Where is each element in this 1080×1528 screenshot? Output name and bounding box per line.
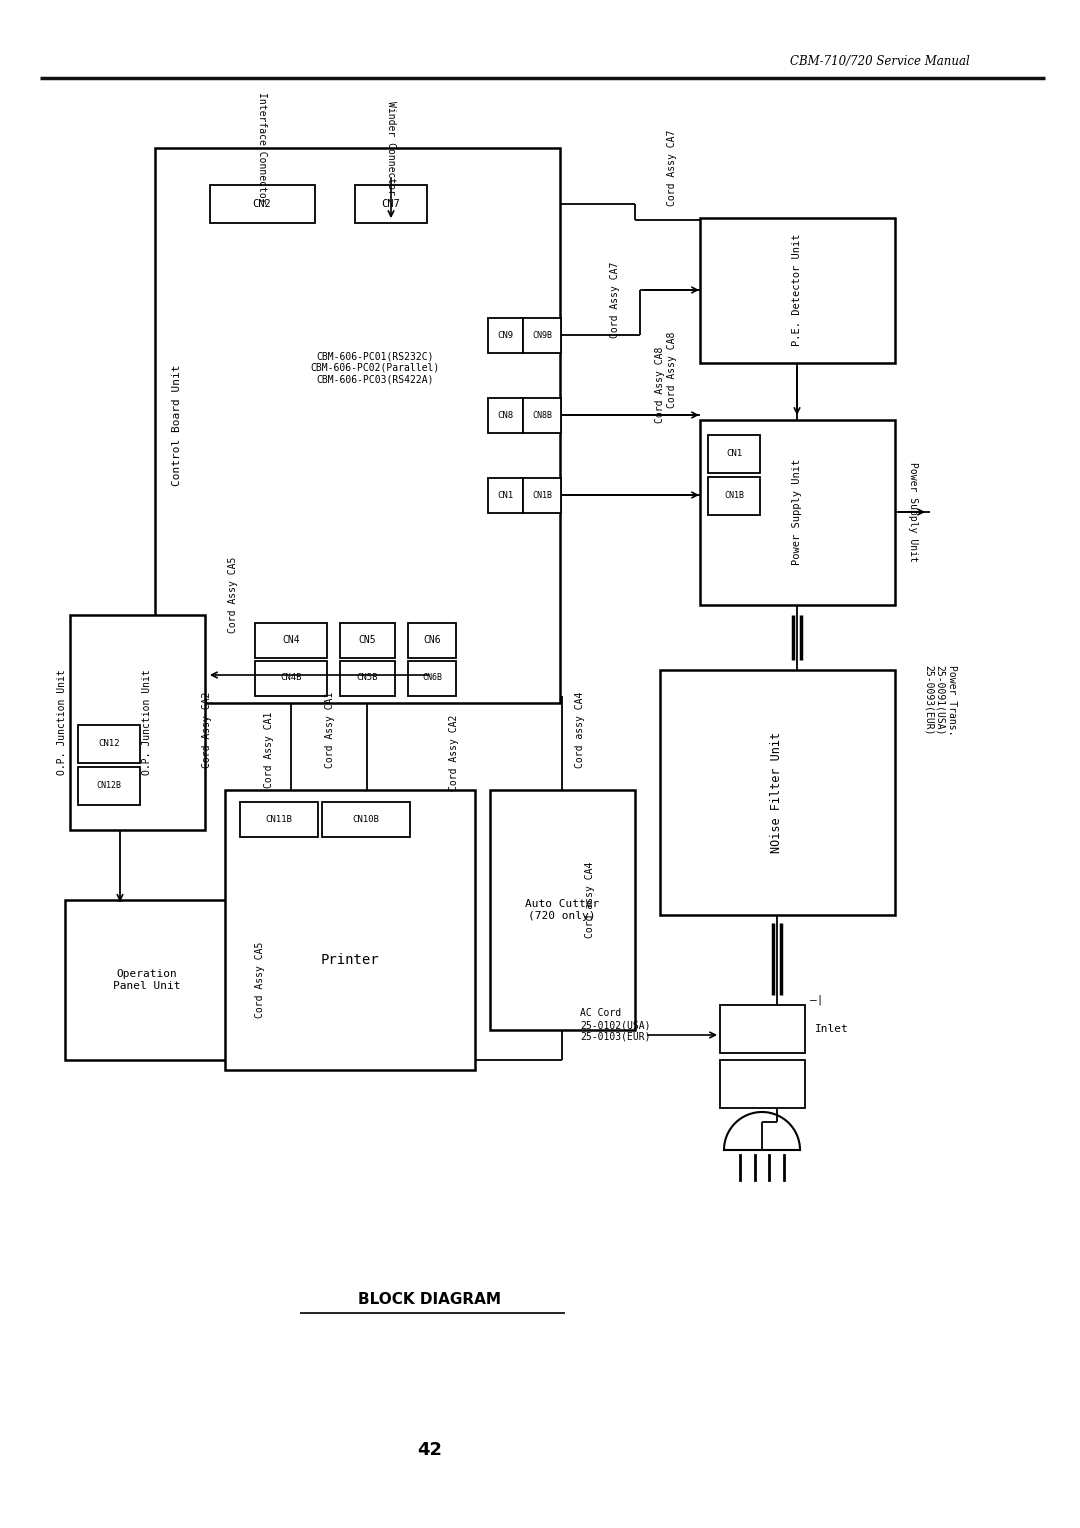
Text: 42: 42 [418,1441,443,1459]
Text: Cord Assy CA5: Cord Assy CA5 [228,556,238,633]
Text: AC Cord
25-0102(USA)
25-0103(EUR): AC Cord 25-0102(USA) 25-0103(EUR) [580,1008,650,1042]
Text: CN11B: CN11B [266,814,293,824]
Bar [523,478,561,513]
Text: Power Supply Unit: Power Supply Unit [792,458,802,565]
Text: Cord Assy CA8: Cord Assy CA8 [654,347,665,423]
Bar [225,790,475,1070]
Text: CN5: CN5 [359,636,376,645]
Text: Cord Assy CA5: Cord Assy CA5 [255,941,265,1018]
Bar [156,148,561,703]
Bar [523,318,561,353]
Text: CBM-710/720 Service Manual: CBM-710/720 Service Manual [791,55,970,69]
Bar [78,767,140,805]
Bar [488,478,523,513]
Text: CBM-606-PC01(RS232C)
CBM-606-PC02(Parallel)
CBM-606-PC03(RS422A): CBM-606-PC01(RS232C) CBM-606-PC02(Parall… [310,351,440,385]
Text: —|: —| [810,995,824,1005]
Bar [708,435,760,474]
Bar [488,397,523,432]
Text: CN5B: CN5B [356,674,378,683]
Text: Cord Assy CA7: Cord Assy CA7 [610,261,620,338]
Bar [210,185,315,223]
Bar [720,1005,805,1053]
Text: CN12B: CN12B [96,781,121,790]
Text: CN12: CN12 [98,740,120,749]
Text: Cord Assy CA8: Cord Assy CA8 [667,332,677,408]
Text: Power Supply Unit: Power Supply Unit [908,461,918,562]
Bar [490,790,635,1030]
Bar [700,219,895,364]
Text: Cord Assy CA7: Cord Assy CA7 [667,130,677,206]
Text: Operation
Panel Unit: Operation Panel Unit [113,969,180,990]
Bar [355,185,427,223]
Text: CN4: CN4 [282,636,300,645]
Bar [720,1060,805,1108]
Text: CN1B: CN1B [724,492,744,501]
Bar [322,802,410,837]
Text: NOise Filter Unit: NOise Filter Unit [770,732,783,853]
Text: Winder Connector: Winder Connector [386,101,396,196]
Text: CN4B: CN4B [280,674,301,683]
Bar [708,477,760,515]
Text: Auto Cutter
(720 only): Auto Cutter (720 only) [525,898,599,921]
Text: Cord Assy CA2: Cord Assy CA2 [202,692,212,769]
Text: BLOCK DIAGRAM: BLOCK DIAGRAM [359,1293,501,1308]
Text: Cord Assy CA2: Cord Assy CA2 [449,715,459,792]
Text: CN7: CN7 [381,199,401,209]
Text: O.P. Junction Unit: O.P. Junction Unit [57,669,67,775]
Text: Interface Connector: Interface Connector [257,92,267,203]
Text: O.P. Junction Unit: O.P. Junction Unit [141,669,152,775]
Text: Control Board Unit: Control Board Unit [172,364,183,486]
Bar [523,397,561,432]
Bar [660,669,895,915]
Bar [488,318,523,353]
Bar [240,802,318,837]
Text: Power Trans.
25-0091(USA)
25-0093(EUR): Power Trans. 25-0091(USA) 25-0093(EUR) [923,665,957,735]
Bar [255,623,327,659]
Text: CN2: CN2 [253,199,271,209]
Bar [408,662,456,695]
Text: CN1: CN1 [726,449,742,458]
Bar [340,623,395,659]
Text: CN1: CN1 [497,490,513,500]
Bar [255,662,327,695]
Text: CN8B: CN8B [532,411,552,420]
Text: CN6: CN6 [423,636,441,645]
Text: Inlet: Inlet [815,1024,849,1034]
Bar [700,420,895,605]
Text: Printer: Printer [321,953,379,967]
Text: Cord assy CA4: Cord assy CA4 [585,862,595,938]
Text: CN1B: CN1B [532,490,552,500]
Text: Cord assy CA4: Cord assy CA4 [575,692,585,769]
Text: CN8: CN8 [497,411,513,420]
Bar [340,662,395,695]
Bar [78,724,140,762]
Text: CN10B: CN10B [352,814,379,824]
Bar [408,623,456,659]
Text: CN9B: CN9B [532,330,552,339]
Text: Cord Assy CA1: Cord Assy CA1 [264,712,274,788]
Text: P.E. Detector Unit: P.E. Detector Unit [792,234,802,347]
Text: CN6B: CN6B [422,674,442,683]
Bar [70,614,205,830]
Bar [65,900,230,1060]
Text: CN9: CN9 [497,330,513,339]
Text: Cord Assy CA1: Cord Assy CA1 [325,692,335,769]
